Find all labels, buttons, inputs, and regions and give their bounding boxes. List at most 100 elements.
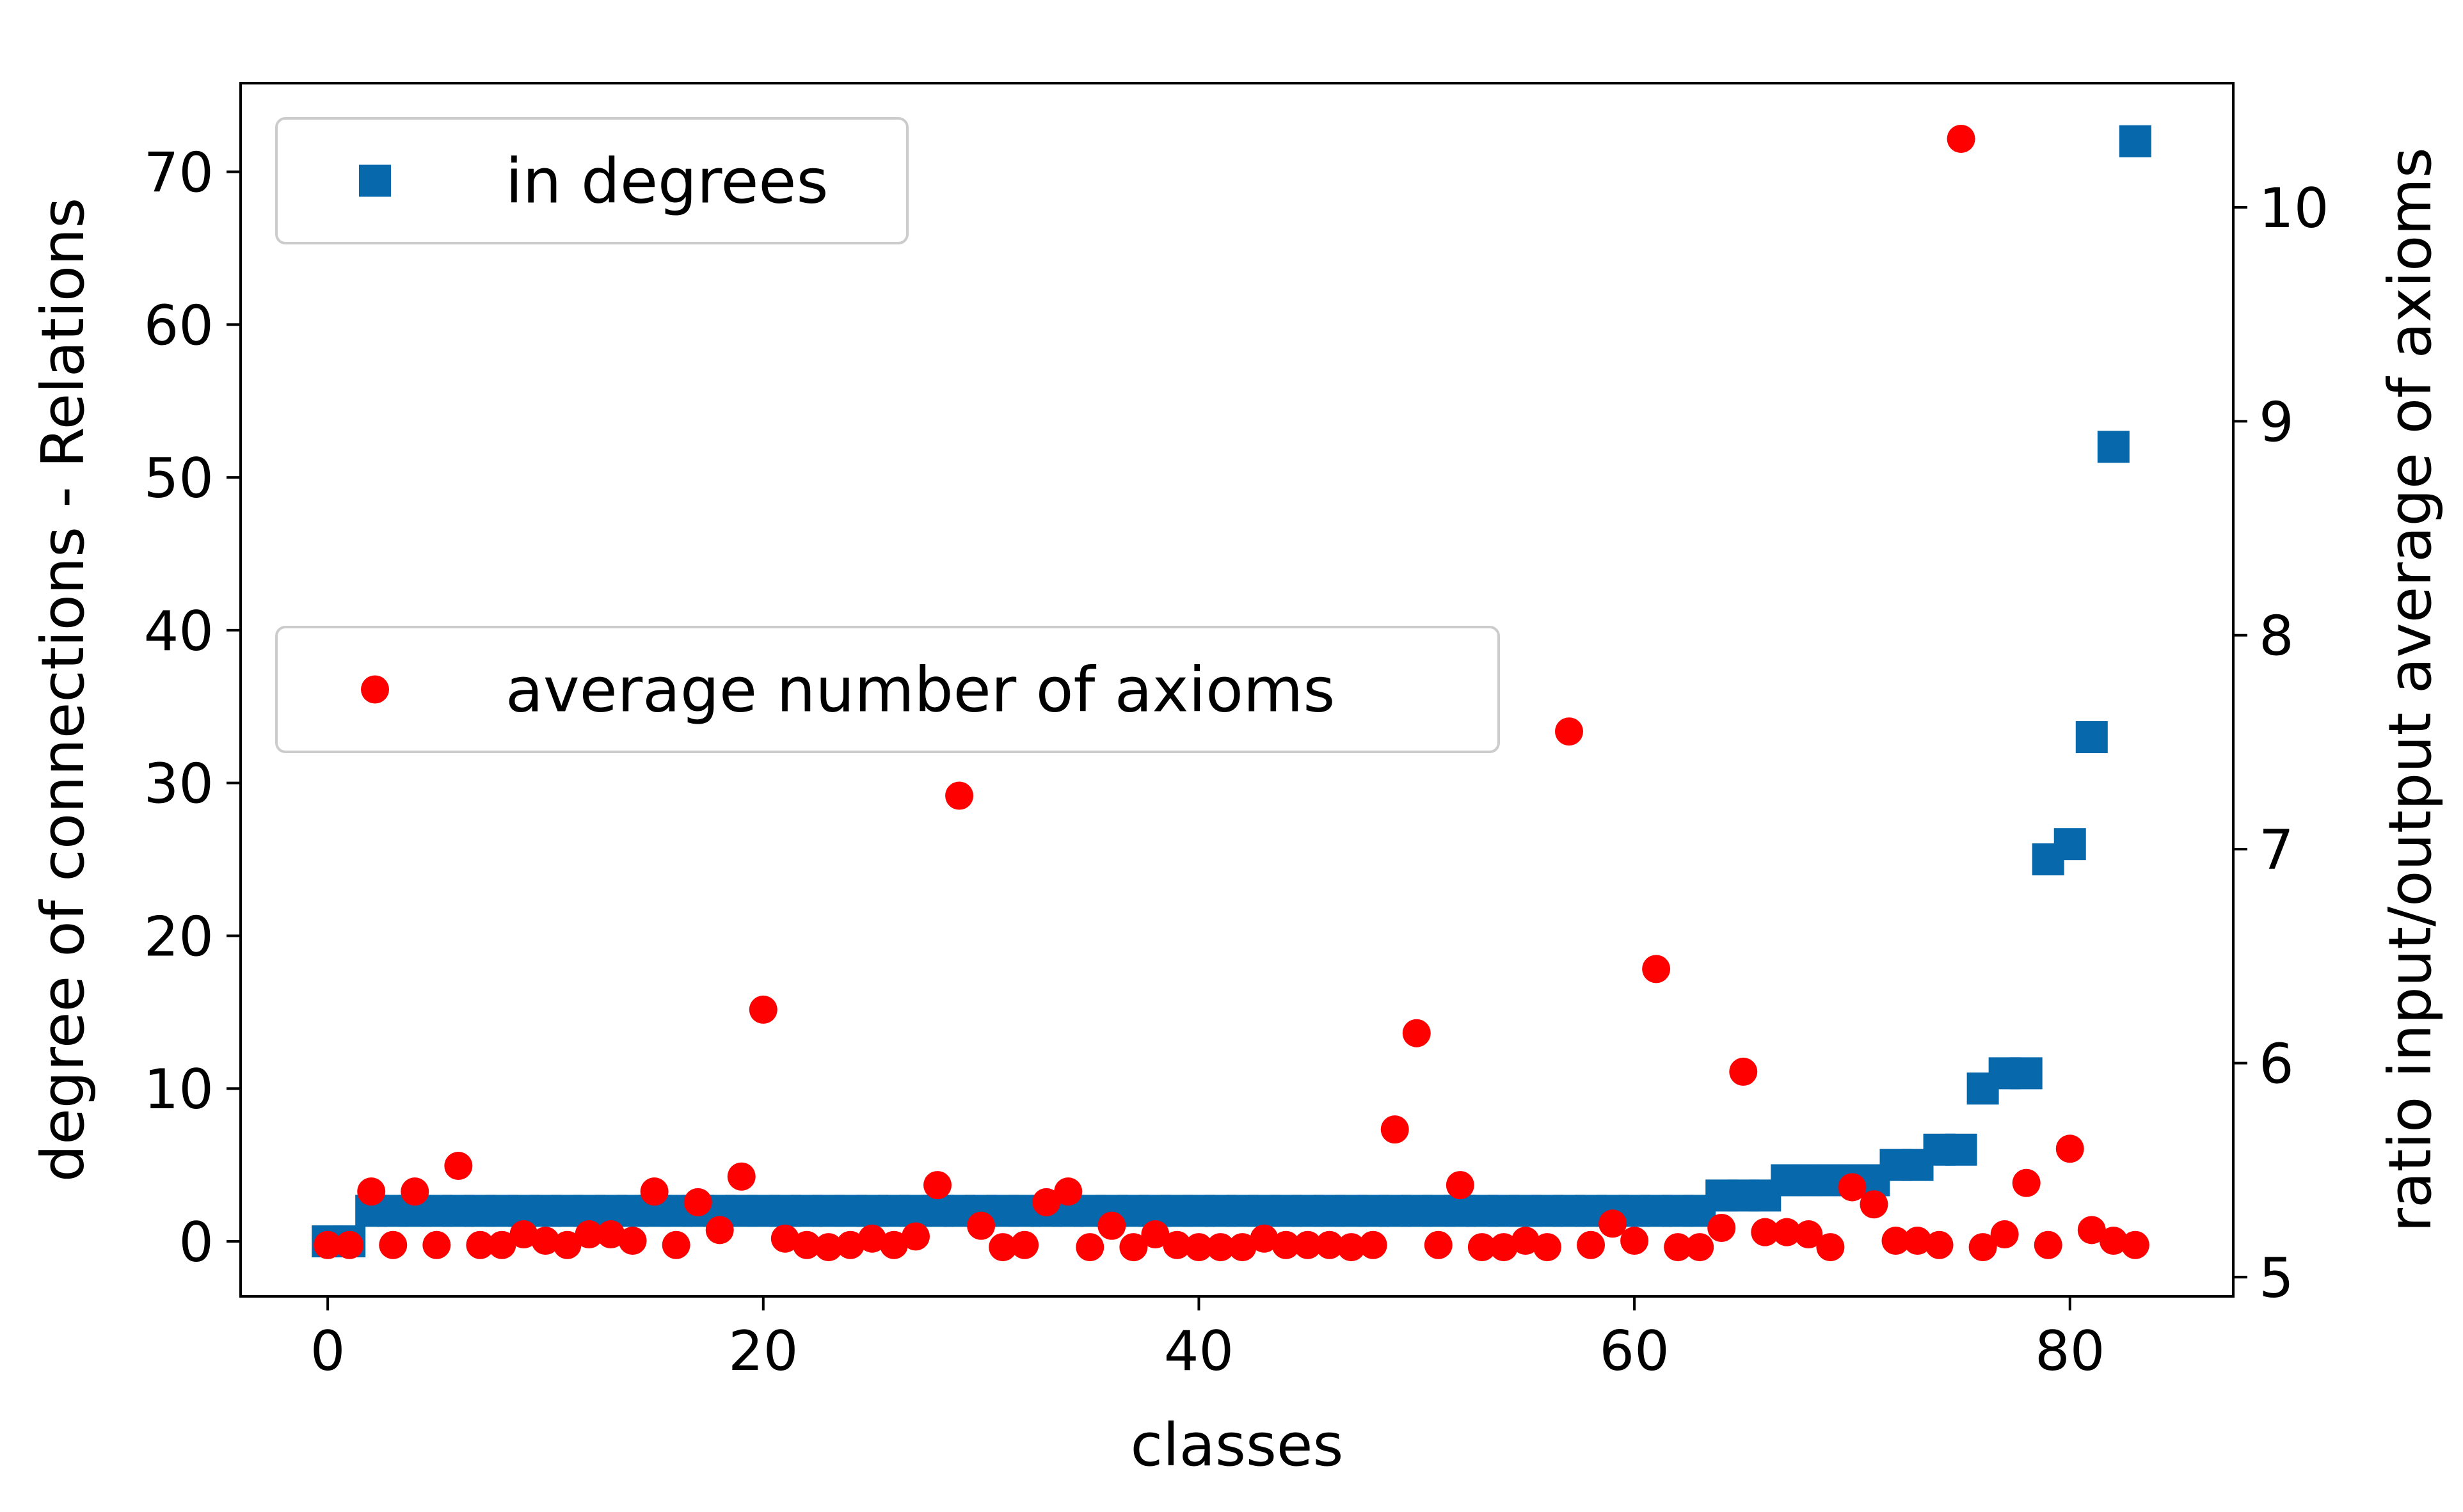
series-in-degrees	[312, 125, 2151, 1258]
axiom-average-marker	[1446, 1171, 1474, 1200]
axiom-average-marker	[1119, 1233, 1148, 1262]
axiom-average-marker	[814, 1233, 843, 1262]
axiom-average-marker	[1010, 1230, 1039, 1259]
y-left-tick-label: 60	[144, 294, 214, 358]
axiom-average-marker	[1380, 1115, 1409, 1144]
axiom-average-marker	[509, 1220, 538, 1249]
axiom-average-marker	[531, 1227, 560, 1255]
axiom-average-marker	[1054, 1177, 1083, 1206]
axiom-average-marker	[1489, 1233, 1518, 1262]
y-axis-label-left: degree of connections - Relations	[29, 198, 97, 1182]
axiom-average-marker	[401, 1177, 429, 1206]
axiom-average-marker	[1642, 955, 1671, 983]
axiom-average-marker	[1925, 1230, 1954, 1259]
in-degree-marker	[2053, 828, 2086, 861]
axiom-average-marker	[553, 1230, 582, 1259]
legend-layer: in degrees average number of axioms	[275, 117, 1500, 753]
axiom-average-marker	[1860, 1190, 1888, 1219]
legend-box	[275, 626, 1500, 753]
axiom-average-marker	[1206, 1233, 1235, 1262]
axiom-average-marker	[857, 1224, 886, 1253]
y-left-tick-label: 50	[144, 447, 214, 511]
y-left-tick-label: 30	[144, 752, 214, 816]
axiom-average-marker	[357, 1177, 386, 1206]
axiom-average-marker	[1141, 1220, 1170, 1249]
y-left-tick-label: 70	[144, 141, 214, 205]
in-degree-marker	[2010, 1057, 2043, 1090]
axiom-average-marker	[2012, 1168, 2041, 1197]
axiom-average-marker	[1184, 1233, 1213, 1262]
y-right-tick-label: 6	[2259, 1033, 2294, 1097]
axiom-average-marker	[1032, 1188, 1061, 1216]
axiom-average-marker	[1163, 1230, 1192, 1259]
axiom-average-marker	[902, 1222, 930, 1251]
x-tick-label: 20	[728, 1319, 798, 1383]
axiom-average-marker	[422, 1230, 451, 1259]
axiom-average-marker	[596, 1220, 625, 1249]
axiom-average-marker	[1293, 1230, 1322, 1259]
in-degree-marker	[2075, 721, 2108, 754]
axiom-average-marker	[836, 1230, 865, 1259]
legend-label: in degrees	[506, 146, 828, 218]
axiom-average-marker	[1881, 1227, 1910, 1255]
axiom-average-marker	[727, 1162, 756, 1191]
axiom-average-marker	[1838, 1173, 1867, 1202]
marks-layer	[312, 124, 2151, 1262]
axiom-average-marker	[2055, 1134, 2084, 1163]
axiom-average-marker	[1968, 1233, 1997, 1262]
in-degree-marker	[1945, 1133, 1977, 1166]
y-axis-label-right: ratio input/output average of axioms	[2376, 147, 2444, 1232]
axiom-average-marker	[2121, 1230, 2149, 1259]
axiom-average-marker	[1250, 1224, 1279, 1253]
axiom-average-marker	[749, 995, 777, 1024]
axiom-average-marker	[466, 1230, 495, 1259]
x-axis-label: classes	[1131, 1411, 1344, 1479]
axiom-average-marker	[1751, 1218, 1780, 1246]
y-left-tick-label: 40	[144, 600, 214, 664]
axiom-average-marker	[314, 1230, 342, 1259]
y-right-tick-label: 5	[2259, 1246, 2294, 1310]
axiom-average-marker	[1903, 1227, 1932, 1255]
axiom-average-marker	[945, 781, 974, 810]
axiom-average-marker	[792, 1230, 821, 1259]
legend-average-axioms: average number of axioms	[275, 626, 1500, 753]
axiom-average-marker	[1620, 1227, 1649, 1255]
in-degree-marker	[2119, 125, 2151, 157]
axiom-average-marker	[575, 1220, 603, 1249]
axiom-average-marker	[640, 1177, 669, 1206]
axiom-average-marker	[2077, 1216, 2106, 1245]
x-tick-label: 80	[2035, 1319, 2105, 1383]
axiom-average-marker	[1664, 1233, 1693, 1262]
axiom-average-marker	[770, 1224, 799, 1253]
axiom-average-marker	[1271, 1230, 1300, 1259]
axiom-average-marker	[444, 1152, 473, 1181]
series-average-axioms	[314, 124, 2149, 1262]
axiom-average-marker	[488, 1230, 516, 1259]
axiom-average-marker	[1990, 1220, 2019, 1249]
in-degree-marker	[2097, 431, 2130, 463]
axiom-average-marker	[1947, 124, 1975, 153]
legend-box	[275, 117, 909, 244]
y-right-tick-label: 7	[2259, 818, 2294, 882]
legend-circle-marker	[361, 675, 389, 704]
axiom-average-marker	[1577, 1230, 1606, 1259]
axiom-average-marker	[1773, 1218, 1801, 1246]
axiom-average-marker	[1424, 1230, 1453, 1259]
x-tick-label: 40	[1164, 1319, 1234, 1383]
axiom-average-marker	[1228, 1233, 1257, 1262]
axiom-average-marker	[2034, 1230, 2062, 1259]
x-tick-label: 0	[310, 1319, 346, 1383]
axiom-average-marker	[1097, 1211, 1126, 1240]
y-right-tick-label: 10	[2259, 177, 2329, 241]
axiom-average-marker	[662, 1230, 690, 1259]
axiom-average-marker	[1598, 1209, 1627, 1238]
legend-in-degrees: in degrees	[275, 117, 909, 244]
axiom-average-marker	[2099, 1227, 2128, 1255]
y-left-tick-label: 20	[144, 905, 214, 969]
axiom-average-marker	[1076, 1233, 1104, 1262]
axiom-average-marker	[1511, 1227, 1540, 1255]
axiom-average-marker	[1402, 1019, 1431, 1047]
axiom-average-marker	[923, 1171, 952, 1200]
axiom-average-marker	[335, 1230, 364, 1259]
